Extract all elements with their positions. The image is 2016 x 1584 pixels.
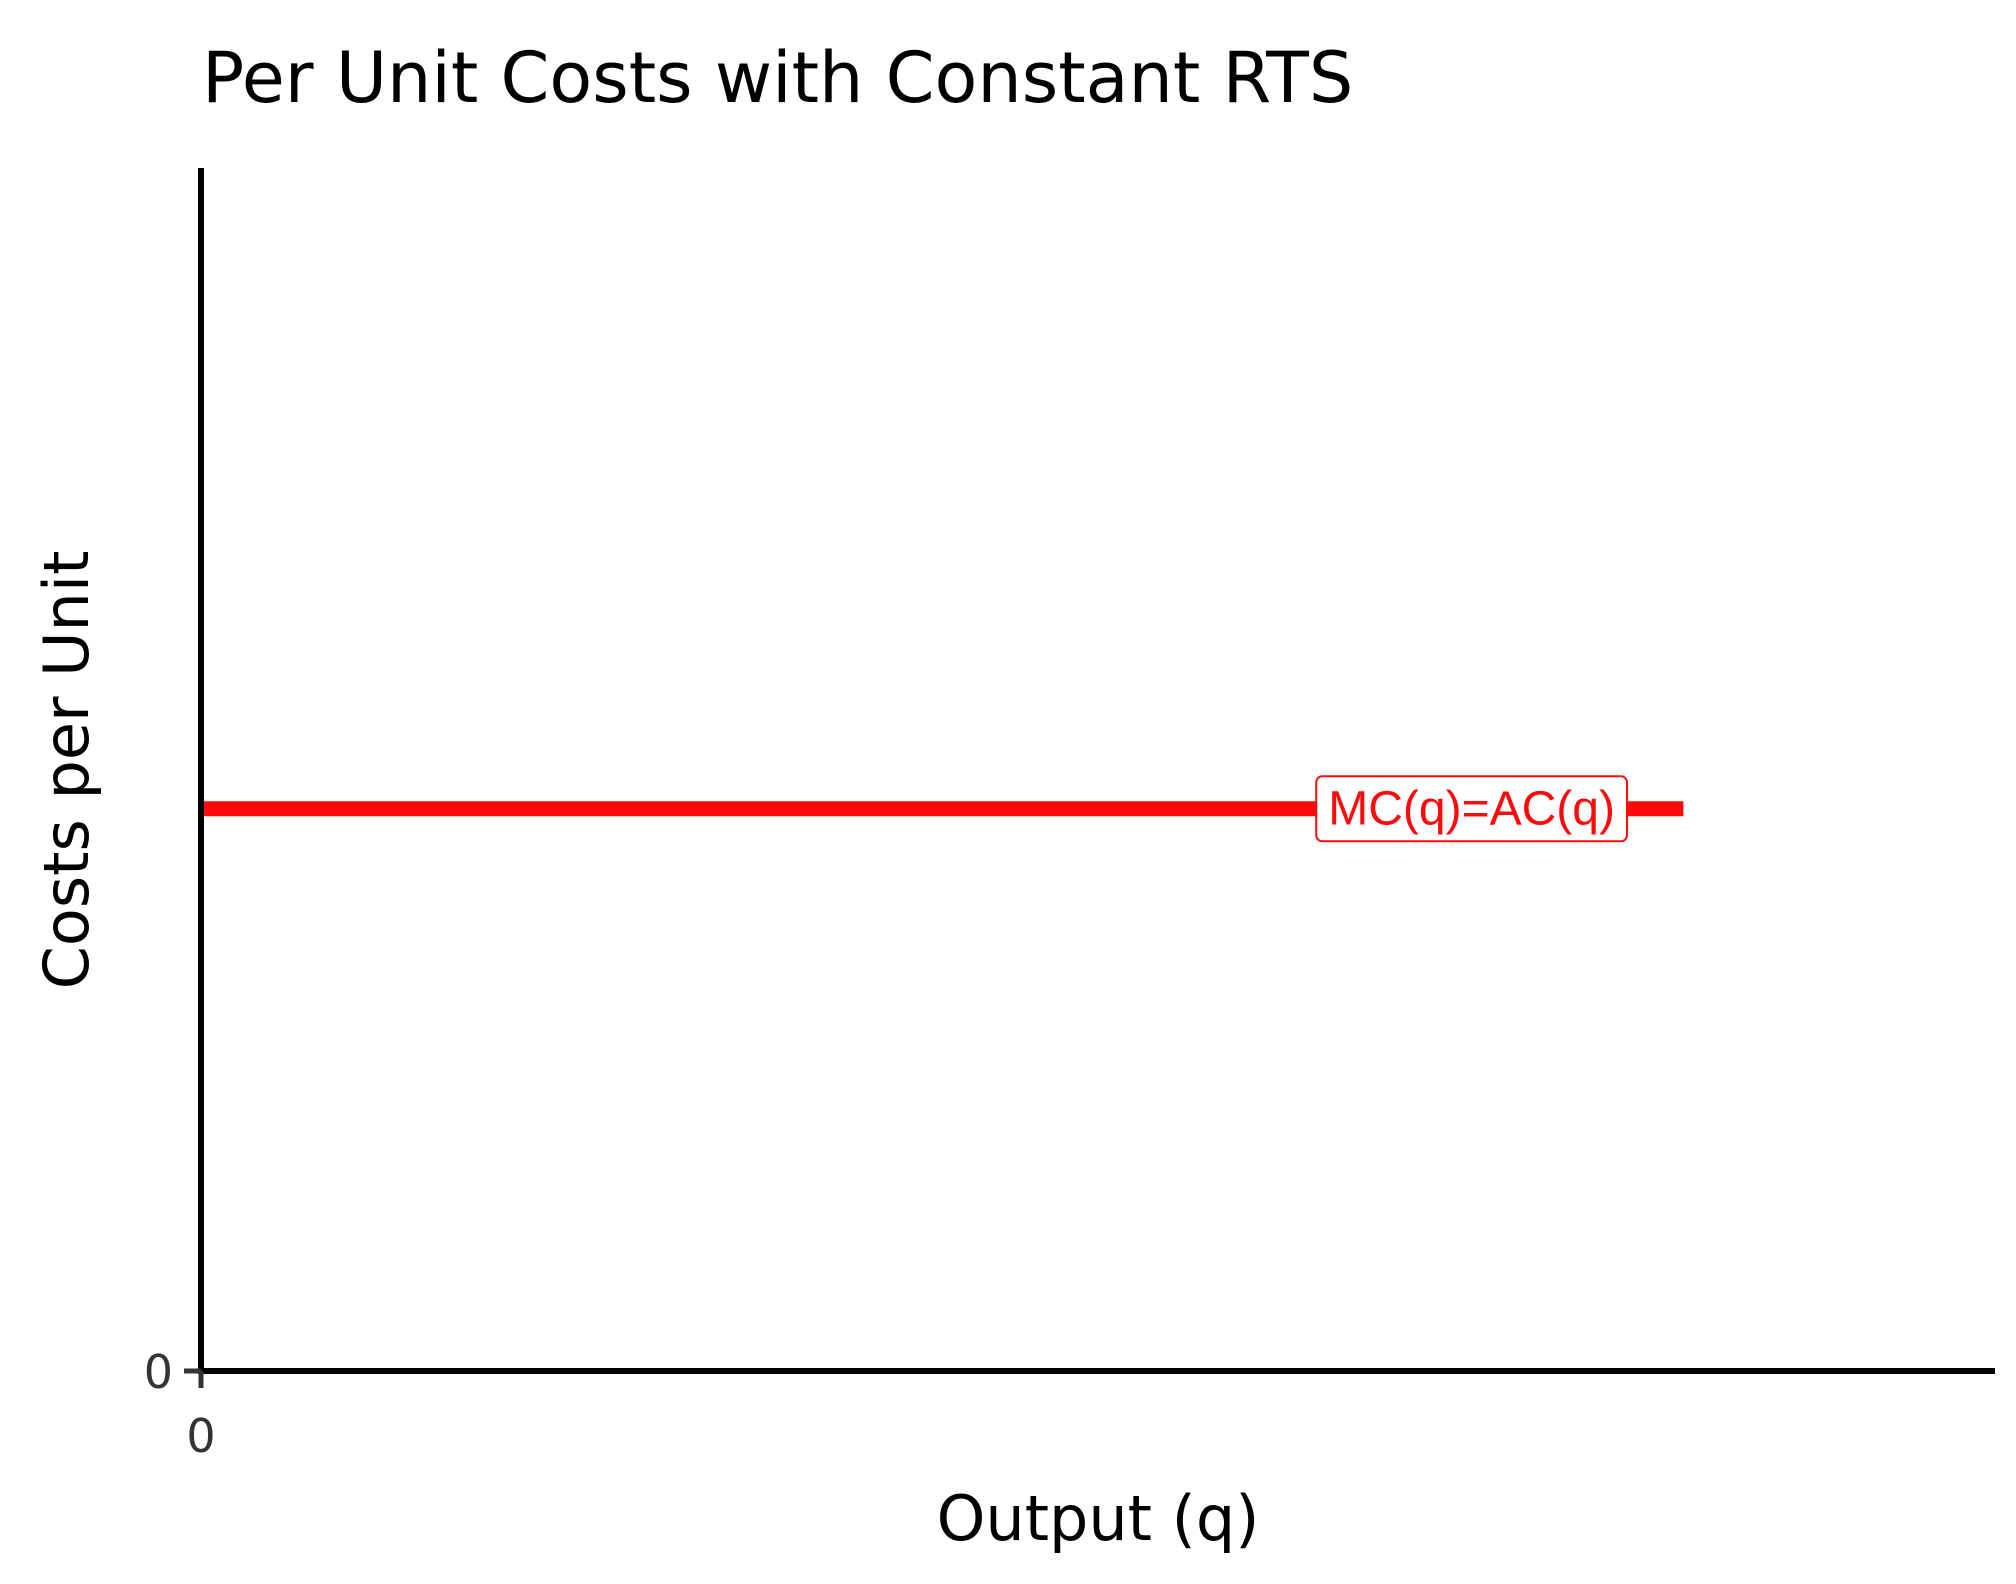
- curve-label: MC(q)=AC(q): [1328, 782, 1615, 835]
- x-tick-label: 0: [186, 1409, 215, 1463]
- x-axis-title: Output (q): [937, 1482, 1260, 1555]
- chart-title: Per Unit Costs with Constant RTS: [202, 37, 1353, 119]
- y-tick-label: 0: [144, 1345, 173, 1399]
- curve-label-box: [1315, 775, 1628, 843]
- plot-area: MC(q)=AC(q): [201, 775, 1684, 843]
- y-axis-title: Costs per Unit: [30, 551, 103, 990]
